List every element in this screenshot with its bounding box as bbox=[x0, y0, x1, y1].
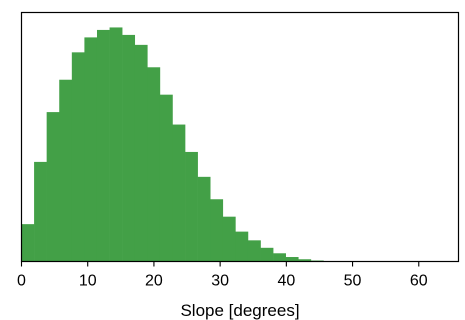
histogram-bar bbox=[298, 259, 312, 262]
histogram-bar bbox=[147, 67, 161, 262]
histogram-bar bbox=[197, 176, 211, 262]
histogram-bar bbox=[247, 240, 261, 262]
histogram-bars bbox=[21, 27, 349, 262]
x-tick-label: 0 bbox=[17, 273, 26, 290]
histogram-bar bbox=[235, 231, 249, 262]
x-axis-ticks: 0 10 20 30 40 50 60 bbox=[17, 261, 428, 290]
histogram-bar bbox=[71, 52, 85, 262]
histogram-bar bbox=[122, 34, 136, 262]
histogram-bar bbox=[185, 151, 198, 262]
histogram-bar bbox=[59, 79, 73, 262]
histogram-bar bbox=[210, 199, 224, 262]
x-tick-label: 50 bbox=[344, 273, 362, 290]
plot-frame bbox=[20, 11, 460, 263]
histogram-bar bbox=[96, 29, 110, 262]
histogram-bar bbox=[172, 124, 186, 262]
histogram-bar bbox=[46, 112, 60, 262]
x-tick-label: 60 bbox=[410, 273, 428, 290]
x-tick-label: 40 bbox=[277, 273, 295, 290]
histogram-bar bbox=[285, 257, 299, 262]
histogram-bar bbox=[84, 37, 98, 262]
histogram-bar bbox=[260, 247, 274, 262]
histogram-bar bbox=[273, 253, 286, 262]
histogram-bar bbox=[109, 27, 123, 262]
histogram-bar bbox=[134, 44, 148, 262]
x-axis-label: Slope [degrees] bbox=[180, 301, 299, 320]
x-tick-label: 20 bbox=[145, 273, 163, 290]
histogram-bar bbox=[34, 161, 47, 262]
x-tick-label: 30 bbox=[211, 273, 229, 290]
histogram-bar bbox=[159, 94, 173, 262]
histogram-bar bbox=[21, 224, 35, 262]
x-tick-label: 10 bbox=[79, 273, 97, 290]
histogram-bar bbox=[222, 216, 236, 262]
